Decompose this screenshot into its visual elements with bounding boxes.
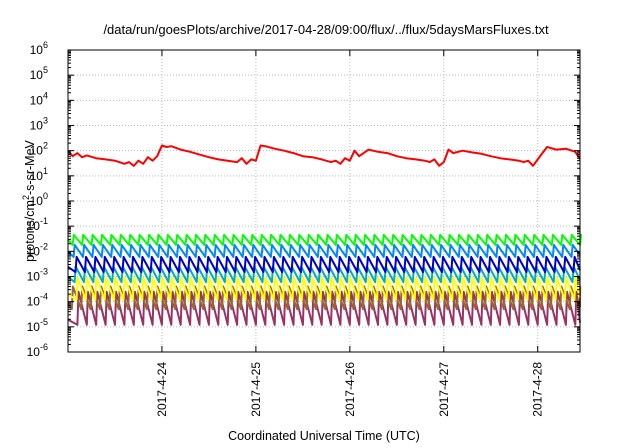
y-axis-label-superscript: 2 — [21, 195, 31, 200]
y-tick-base: 10 — [27, 295, 41, 309]
grid-lines — [68, 50, 580, 352]
y-tick-exponent: 5 — [43, 65, 48, 75]
y-tick-base: 10 — [30, 43, 44, 57]
x-tick-label: 2017-4-27 — [437, 362, 451, 417]
y-tick-exponent: 0 — [43, 191, 48, 201]
x-tick-label: 2017-4-25 — [249, 362, 263, 417]
series-line-3 — [67, 255, 581, 274]
y-tick-exponent: -6 — [40, 342, 48, 352]
y-tick-label: 106 — [30, 40, 48, 57]
y-tick-label: 10-1 — [27, 216, 48, 233]
x-tick-label: 2017-4-28 — [531, 362, 545, 417]
y-tick-base: 10 — [30, 169, 44, 183]
y-tick-label: 10-6 — [27, 342, 48, 359]
y-axis-label-suffix: -s-sr-MeV — [23, 139, 37, 195]
y-tick-label: 10-5 — [27, 317, 48, 334]
y-tick-exponent: -3 — [40, 267, 48, 277]
series-line-0 — [67, 144, 581, 167]
y-tick-label: 103 — [30, 116, 48, 133]
x-tick-label: 2017-4-24 — [155, 362, 169, 417]
series-line-7 — [67, 290, 581, 326]
y-tick-exponent: -4 — [40, 292, 48, 302]
y-tick-base: 10 — [27, 219, 41, 233]
y-tick-base: 10 — [27, 320, 41, 334]
y-tick-base: 10 — [27, 244, 41, 258]
y-tick-label: 10-4 — [27, 292, 48, 309]
y-tick-label: 10-3 — [27, 267, 48, 284]
chart-title: /data/run/goesPlots/archive/2017-04-28/0… — [103, 22, 549, 37]
series-line-5 — [67, 276, 581, 301]
y-axis-ticks: 10-610-510-410-310-210-11001011021031041… — [27, 40, 580, 359]
series-line-1 — [67, 233, 583, 246]
y-tick-base: 10 — [30, 194, 44, 208]
y-tick-label: 104 — [30, 90, 48, 107]
y-tick-base: 10 — [30, 68, 44, 82]
series-line-4 — [67, 265, 581, 284]
y-tick-exponent: 1 — [43, 166, 48, 176]
series-line-2 — [67, 243, 581, 258]
y-tick-exponent: 2 — [43, 141, 48, 151]
y-tick-label: 100 — [30, 191, 48, 208]
series-lines — [67, 144, 583, 326]
y-tick-label: 105 — [30, 65, 48, 82]
y-tick-label: 102 — [30, 141, 48, 158]
x-axis-ticks: 2017-4-24 2017-4-25 2017-4-26 2017-4-27 2017… — [155, 50, 545, 417]
y-tick-exponent: -5 — [40, 317, 48, 327]
y-axis-label-prefix: protons/cm — [23, 200, 37, 262]
y-tick-base: 10 — [30, 93, 44, 107]
x-axis-label: Coordinated Universal Time (UTC) — [228, 429, 420, 443]
y-tick-label: 10-2 — [27, 241, 48, 258]
y-tick-label: 101 — [30, 166, 48, 183]
y-axis-label: protons/cm2-s-sr-MeV — [21, 139, 37, 261]
plot-frame — [67, 49, 581, 353]
y-tick-base: 10 — [30, 144, 44, 158]
y-tick-exponent: 6 — [43, 40, 48, 50]
y-tick-exponent: 3 — [43, 116, 48, 126]
y-tick-exponent: -2 — [40, 241, 48, 251]
y-tick-exponent: 4 — [43, 90, 48, 100]
y-tick-base: 10 — [27, 345, 41, 359]
y-tick-exponent: -1 — [40, 216, 48, 226]
y-tick-base: 10 — [30, 119, 44, 133]
y-tick-base: 10 — [27, 270, 41, 284]
x-tick-label: 2017-4-26 — [343, 362, 357, 417]
